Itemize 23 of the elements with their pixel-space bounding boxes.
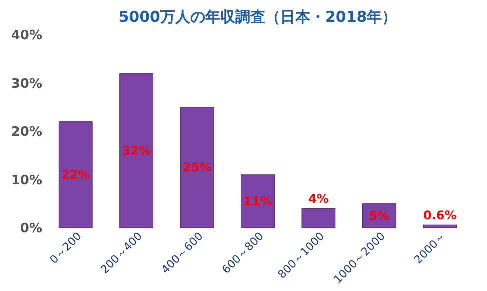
- bar: [423, 224, 458, 228]
- x-tick-label: 0～200: [48, 230, 84, 267]
- data-label: 5%: [369, 208, 390, 223]
- y-tick-label: 0%: [20, 222, 42, 236]
- bar: [180, 107, 214, 228]
- x-tick-label: 200～400: [98, 230, 146, 276]
- y-tick-label: 10%: [11, 173, 42, 188]
- y-tick-label: 30%: [11, 76, 42, 92]
- chart-title: 5000万人の年収調査（日本・2018年）: [118, 8, 398, 26]
- bar: [120, 73, 154, 228]
- data-label: 32%: [122, 144, 151, 158]
- bar: [241, 174, 275, 228]
- bar: [302, 208, 336, 228]
- data-label: 0.6%: [423, 208, 457, 222]
- x-tick-label: 600～800: [220, 230, 266, 276]
- bar: [58, 122, 93, 228]
- y-tick-label: 20%: [11, 125, 42, 140]
- data-label: 11%: [244, 194, 272, 208]
- x-tick-label: 400～600: [159, 230, 206, 276]
- y-tick-label: 40%: [11, 28, 42, 44]
- data-label: 22%: [62, 168, 90, 182]
- data-label: 4%: [308, 192, 329, 206]
- data-label: 25%: [182, 160, 212, 175]
